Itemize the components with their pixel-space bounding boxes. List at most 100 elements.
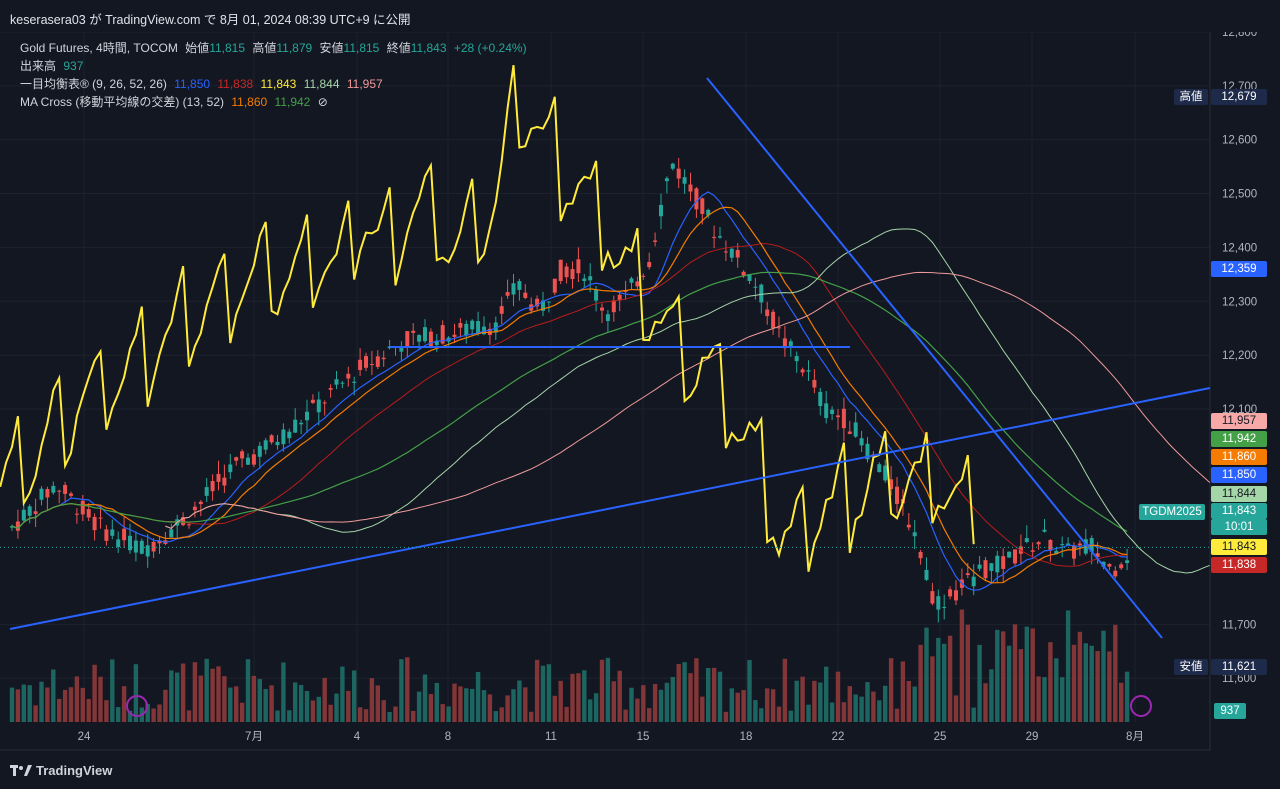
tradingview-logo[interactable]: TradingView — [10, 763, 112, 778]
candle-body — [499, 306, 504, 314]
volume-bar — [1030, 628, 1035, 722]
publish-title: keserasera03 が TradingView.com で 8月 01, … — [10, 13, 411, 27]
candle-body — [104, 529, 109, 541]
ma-cross-legend[interactable]: MA Cross (移動平均線の交差) (13, 52) 11,860 11,9… — [20, 93, 332, 110]
candle-body — [364, 356, 368, 368]
candle-body — [641, 275, 646, 277]
volume-bar — [635, 698, 640, 722]
candle-body — [293, 419, 298, 433]
close-value: 11,843 — [410, 41, 447, 55]
volume-bar — [611, 681, 616, 722]
volume-bar — [464, 688, 469, 722]
volume-legend[interactable]: 出来高 937 — [20, 57, 87, 74]
candle-body — [328, 387, 333, 390]
candle-body — [1077, 543, 1082, 546]
volume-bar — [871, 691, 876, 722]
time-tick-label: 18 — [740, 731, 753, 743]
ma-13-line — [11, 206, 1128, 584]
candle-body — [847, 431, 852, 434]
candle-body — [765, 309, 770, 317]
candle-body — [535, 298, 540, 307]
volume-bar — [782, 658, 788, 722]
volume-bar — [440, 704, 445, 722]
candle-body — [759, 284, 764, 303]
candle-body — [659, 204, 663, 217]
volume-bar — [1071, 644, 1077, 722]
volume-bar — [694, 658, 699, 722]
volume-bar — [593, 693, 599, 722]
volume-bar — [68, 687, 74, 722]
volume-bar — [234, 686, 239, 722]
candle-body — [198, 501, 203, 505]
volume-bar — [912, 686, 917, 722]
volume-bar — [552, 695, 557, 722]
volume-bar — [517, 680, 522, 722]
candle-body — [653, 240, 658, 242]
volume-bar — [422, 674, 428, 722]
candle-body — [1030, 550, 1035, 552]
volume-bar — [700, 696, 705, 722]
candle-body — [511, 283, 516, 295]
candle-body — [1107, 564, 1112, 567]
volume-bar — [711, 667, 717, 722]
candle-body — [794, 356, 799, 362]
volume-bar — [357, 707, 363, 722]
candle-body — [310, 399, 315, 403]
symbol-legend[interactable]: Gold Futures, 4時間, TOCOM 始値11,815 高値11,8… — [20, 39, 531, 56]
ichimoku-tenkan-value: 11,850 — [174, 77, 211, 91]
candle-body — [287, 431, 292, 439]
candle-body — [157, 540, 162, 544]
volume-bar — [180, 663, 186, 722]
volume-bar — [133, 664, 139, 722]
open-value: 11,815 — [209, 41, 245, 55]
volume-label: 出来高 — [20, 59, 57, 73]
volume-bar — [452, 683, 457, 722]
volume-bar — [930, 656, 935, 722]
volume-bar — [806, 704, 811, 722]
volume-bar — [21, 684, 26, 722]
volume-bar — [1001, 631, 1006, 722]
indicator-value-badge: 11,942 — [1211, 431, 1267, 447]
candle-body — [977, 564, 982, 569]
candle-body — [1060, 544, 1065, 546]
volume-bar — [936, 637, 941, 722]
volume-bar — [818, 682, 823, 722]
volume-bar — [570, 673, 575, 722]
volume-bar — [894, 708, 900, 722]
volume-bar — [281, 662, 286, 722]
time-tick-label: 15 — [637, 731, 650, 743]
candle-body — [700, 198, 705, 214]
volume-bar — [505, 695, 510, 722]
price-tick-label: 12,400 — [1222, 242, 1257, 254]
ichimoku-legend[interactable]: 一目均衡表® (9, 26, 52, 26) 11,850 11,838 11,… — [20, 75, 387, 92]
candle-body — [576, 259, 581, 274]
volume-bar — [352, 670, 357, 722]
low-label: 安値 — [319, 41, 344, 55]
volume-bar — [753, 700, 758, 722]
price-tick-label: 12,200 — [1222, 350, 1257, 362]
volume-bar — [953, 695, 959, 722]
candle-body — [1101, 561, 1106, 567]
time-tick-label: 22 — [832, 731, 845, 743]
candle-body — [45, 489, 50, 498]
indicator-value-badge: 11,957 — [1211, 413, 1267, 429]
candle-body — [552, 278, 557, 293]
volume-bar — [346, 690, 351, 722]
volume-bar — [458, 686, 463, 722]
volume-bar — [641, 685, 646, 722]
ascending-trendline — [9, 387, 1211, 630]
volume-bar — [428, 694, 434, 722]
volume-bar — [169, 670, 174, 722]
eye-off-icon[interactable]: ⊘ — [317, 95, 328, 109]
candle-body — [918, 551, 923, 559]
candle-body — [352, 381, 357, 383]
volume-bar — [599, 659, 605, 722]
candle-body — [771, 311, 776, 328]
candle-body — [753, 286, 758, 288]
candle-body — [181, 517, 186, 526]
volume-bar — [192, 662, 198, 722]
volume-bar — [399, 659, 404, 722]
candle-body — [21, 509, 26, 521]
volume-bar — [116, 707, 121, 722]
